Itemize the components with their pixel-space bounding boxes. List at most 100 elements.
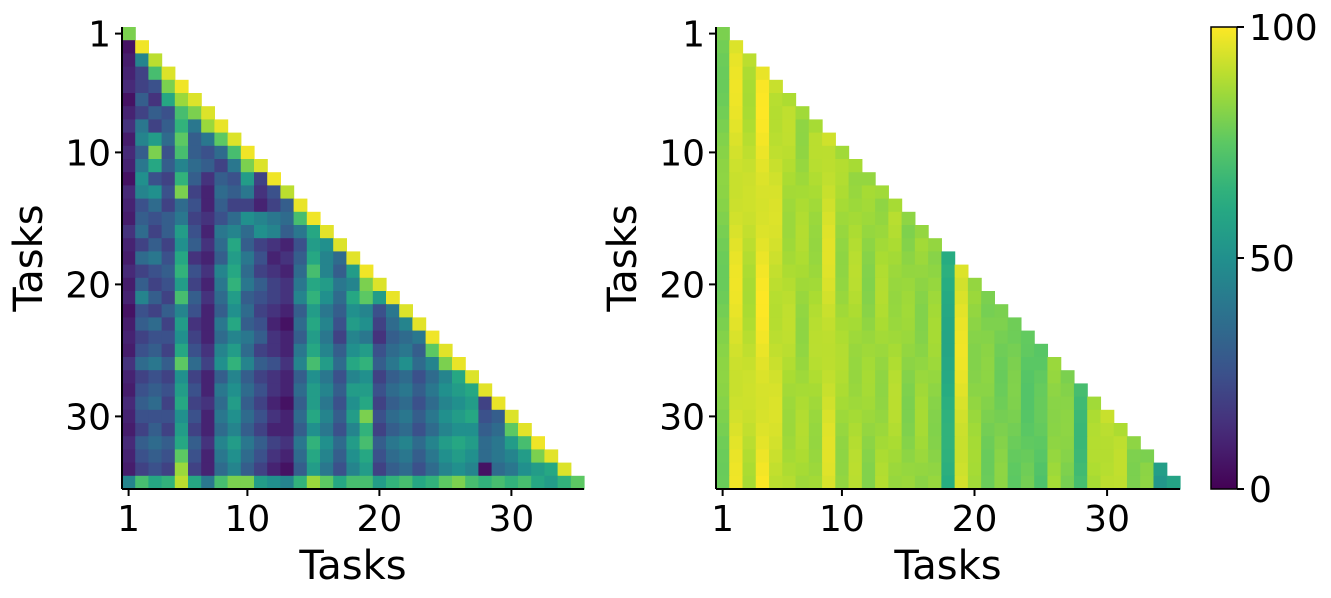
heatmap-cell-1-33-30 bbox=[504, 449, 519, 464]
heatmap-cell-1-30-16 bbox=[320, 409, 334, 424]
heatmap-cell-2-23-6 bbox=[782, 317, 797, 332]
heatmap-cell-1-26-18 bbox=[346, 357, 361, 371]
heatmap-cell-2-29-3 bbox=[742, 396, 757, 411]
heatmap-cell-2-33-33 bbox=[1140, 449, 1155, 464]
heatmap-cell-2-30-18 bbox=[941, 409, 956, 424]
heatmap-cell-2-3-2 bbox=[729, 53, 744, 68]
heatmap-cell-2-28-11 bbox=[848, 383, 863, 398]
heatmap-cell-2-27-18 bbox=[941, 370, 956, 384]
heatmap-cell-1-18-15 bbox=[306, 251, 321, 266]
heatmap-cell-1-33-15 bbox=[306, 449, 321, 464]
heatmap-cell-1-14-8 bbox=[214, 198, 229, 213]
heatmap-cell-1-17-17 bbox=[333, 238, 347, 252]
heatmap-cell-2-28-27 bbox=[1060, 383, 1075, 398]
heatmap-cell-2-23-12 bbox=[861, 317, 876, 332]
heatmap-cell-1-26-11 bbox=[254, 357, 268, 371]
heatmap-cell-1-13-6 bbox=[188, 185, 202, 200]
heatmap-cell-1-19-18 bbox=[346, 264, 361, 279]
heatmap-cell-1-9-8 bbox=[214, 132, 229, 147]
heatmap-cell-2-24-11 bbox=[848, 330, 863, 345]
heatmap-cell-2-30-20 bbox=[967, 409, 982, 424]
heatmap-cell-1-34-20 bbox=[372, 462, 387, 477]
heatmap-cell-2-23-7 bbox=[795, 317, 810, 332]
heatmap-cell-2-34-28 bbox=[1073, 462, 1088, 477]
heatmap-cell-1-16-4 bbox=[161, 225, 176, 239]
heatmap-cell-2-30-4 bbox=[755, 409, 770, 424]
heatmap-cell-2-22-19 bbox=[954, 304, 969, 318]
y-axis-label-2: Tasks bbox=[600, 204, 646, 312]
heatmap-cell-2-34-21 bbox=[981, 462, 995, 477]
heatmap-cell-2-34-34 bbox=[1153, 462, 1168, 477]
heatmap-cell-2-28-4 bbox=[755, 383, 770, 398]
heatmap-cell-2-17-8 bbox=[808, 238, 823, 252]
heatmap-cell-2-10-9 bbox=[822, 145, 836, 160]
heatmap-cell-2-19-10 bbox=[835, 264, 850, 279]
heatmap-cell-1-35-4 bbox=[161, 475, 176, 490]
heatmap-cell-2-24-18 bbox=[941, 330, 956, 345]
heatmap-cell-2-34-26 bbox=[1047, 462, 1062, 477]
heatmap-cell-2-27-1 bbox=[716, 370, 730, 384]
heatmap-cell-1-24-23 bbox=[412, 330, 427, 345]
heatmap-cell-2-23-9 bbox=[822, 317, 836, 332]
heatmap-cell-1-21-14 bbox=[293, 291, 308, 305]
heatmap-cell-1-35-7 bbox=[201, 475, 215, 490]
heatmap-cell-1-33-13 bbox=[280, 449, 295, 464]
heatmap-cell-1-20-5 bbox=[174, 277, 189, 292]
heatmap-cell-1-17-2 bbox=[135, 238, 149, 252]
heatmap-cell-2-8-6 bbox=[782, 119, 797, 134]
heatmap-cell-1-35-14 bbox=[293, 475, 308, 490]
heatmap-cell-2-33-29 bbox=[1087, 449, 1102, 464]
heatmap-cell-2-33-12 bbox=[861, 449, 876, 464]
heatmap-cell-2-22-22 bbox=[994, 304, 1009, 318]
heatmap-cell-1-24-20 bbox=[372, 330, 387, 345]
heatmap-cell-1-35-28 bbox=[478, 475, 493, 490]
heatmap-cell-1-27-7 bbox=[201, 370, 215, 384]
heatmap-cell-2-16-3 bbox=[742, 225, 757, 239]
heatmap-cell-1-30-29 bbox=[491, 409, 506, 424]
x-tick-label-1: 10 bbox=[224, 499, 270, 540]
heatmap-cell-2-34-15 bbox=[901, 462, 916, 477]
heatmap-cell-2-35-16 bbox=[914, 475, 929, 490]
heatmap-cell-1-21-4 bbox=[161, 291, 176, 305]
heatmap-cell-2-1-1 bbox=[716, 27, 730, 41]
heatmap-cell-1-12-4 bbox=[161, 172, 176, 186]
colorbar: 0 50 100 bbox=[1210, 8, 1318, 511]
heatmap-cell-2-24-15 bbox=[901, 330, 916, 345]
heatmap-cell-2-30-12 bbox=[861, 409, 876, 424]
heatmap-cell-1-18-11 bbox=[254, 251, 268, 266]
heatmap-cell-1-28-6 bbox=[188, 383, 202, 398]
heatmap-cell-2-17-11 bbox=[848, 238, 863, 252]
heatmap-cell-2-23-13 bbox=[875, 317, 889, 332]
heatmap-cell-1-22-18 bbox=[346, 304, 361, 318]
heatmap-cell-2-15-8 bbox=[808, 211, 823, 226]
heatmap-cell-1-31-18 bbox=[346, 423, 361, 437]
heatmap-cell-1-33-19 bbox=[359, 449, 374, 464]
heatmap-cell-1-35-3 bbox=[148, 475, 163, 490]
heatmap-cell-1-34-9 bbox=[227, 462, 242, 477]
heatmap-cell-1-27-10 bbox=[240, 370, 255, 384]
heatmap-cell-2-22-4 bbox=[755, 304, 770, 318]
heatmap-cell-1-32-19 bbox=[359, 436, 374, 450]
heatmap-cell-1-18-16 bbox=[320, 251, 334, 266]
heatmap-cell-1-21-18 bbox=[346, 291, 361, 305]
heatmap-cell-1-32-17 bbox=[333, 436, 347, 450]
heatmap-cell-1-22-15 bbox=[306, 304, 321, 318]
heatmap-cell-2-31-7 bbox=[795, 423, 810, 437]
heatmap-cell-1-6-6 bbox=[188, 93, 202, 107]
heatmap-cell-1-28-28 bbox=[478, 383, 493, 398]
heatmap-cell-2-34-24 bbox=[1020, 462, 1035, 477]
heatmap-cell-1-3-2 bbox=[135, 53, 149, 68]
y-tick-label-1: 10 bbox=[65, 133, 111, 174]
y-axis-label-1: Tasks bbox=[6, 204, 52, 312]
heatmap-cell-1-28-14 bbox=[293, 383, 308, 398]
heatmap-cell-2-23-21 bbox=[981, 317, 995, 332]
heatmap-cell-1-24-24 bbox=[425, 330, 440, 345]
heatmap-cell-1-19-14 bbox=[293, 264, 308, 279]
heatmap-cell-2-8-8 bbox=[808, 119, 823, 134]
heatmap-cell-1-12-9 bbox=[227, 172, 242, 186]
heatmap-cell-1-15-5 bbox=[174, 211, 189, 226]
heatmap-cell-2-32-15 bbox=[901, 436, 916, 450]
heatmap-cell-2-15-2 bbox=[729, 211, 744, 226]
heatmap-cell-2-17-4 bbox=[755, 238, 770, 252]
heatmap-cell-1-16-3 bbox=[148, 225, 163, 239]
